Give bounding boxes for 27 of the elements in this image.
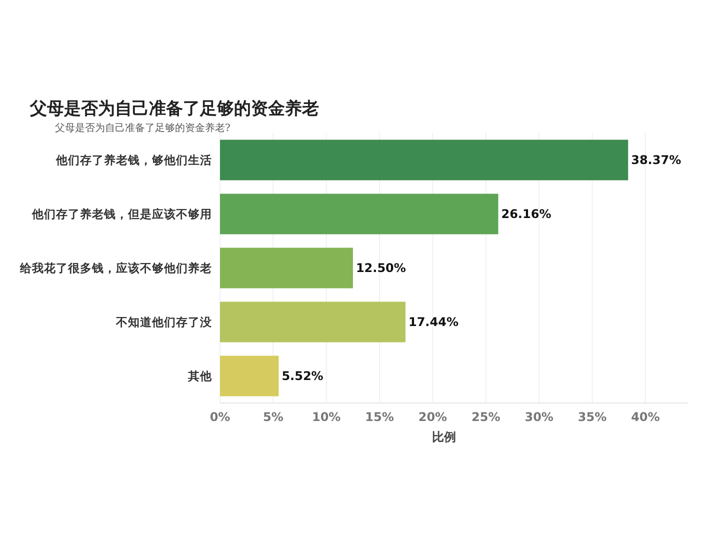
data-label: 17.44% bbox=[408, 315, 458, 329]
chart-title: 父母是否为自己准备了足够的资金养老 bbox=[29, 99, 319, 119]
y-tick-label: 给我花了很多钱，应该不够他们养老 bbox=[19, 261, 212, 275]
data-label: 5.52% bbox=[282, 369, 324, 383]
x-tick-label: 40% bbox=[631, 410, 660, 424]
y-tick-label: 其他 bbox=[187, 369, 213, 383]
data-label: 38.37% bbox=[631, 153, 682, 167]
x-tick-label: 15% bbox=[365, 410, 394, 424]
x-tick-label: 30% bbox=[524, 410, 554, 424]
x-axis-title: 比例 bbox=[432, 430, 456, 444]
bar bbox=[220, 194, 498, 234]
data-label: 12.50% bbox=[356, 261, 406, 275]
y-tick-label: 不知道他们存了没 bbox=[115, 315, 213, 329]
bar bbox=[220, 356, 279, 396]
bar bbox=[220, 248, 353, 288]
chart-subtitle: 父母是否为自己准备了足够的资金养老? bbox=[55, 122, 230, 134]
x-tick-label: 0% bbox=[210, 410, 230, 424]
x-tick-label: 20% bbox=[418, 410, 448, 424]
data-label: 26.16% bbox=[501, 207, 552, 221]
y-tick-label: 他们存了养老钱，但是应该不够用 bbox=[31, 207, 212, 221]
x-tick-label: 10% bbox=[312, 410, 341, 424]
bar bbox=[220, 140, 628, 180]
x-tick-label: 5% bbox=[262, 410, 284, 424]
x-tick-label: 35% bbox=[578, 410, 607, 424]
x-tick-label: 25% bbox=[472, 410, 500, 424]
bar bbox=[220, 302, 406, 342]
y-tick-label: 他们存了养老钱，够他们生活 bbox=[55, 153, 212, 167]
